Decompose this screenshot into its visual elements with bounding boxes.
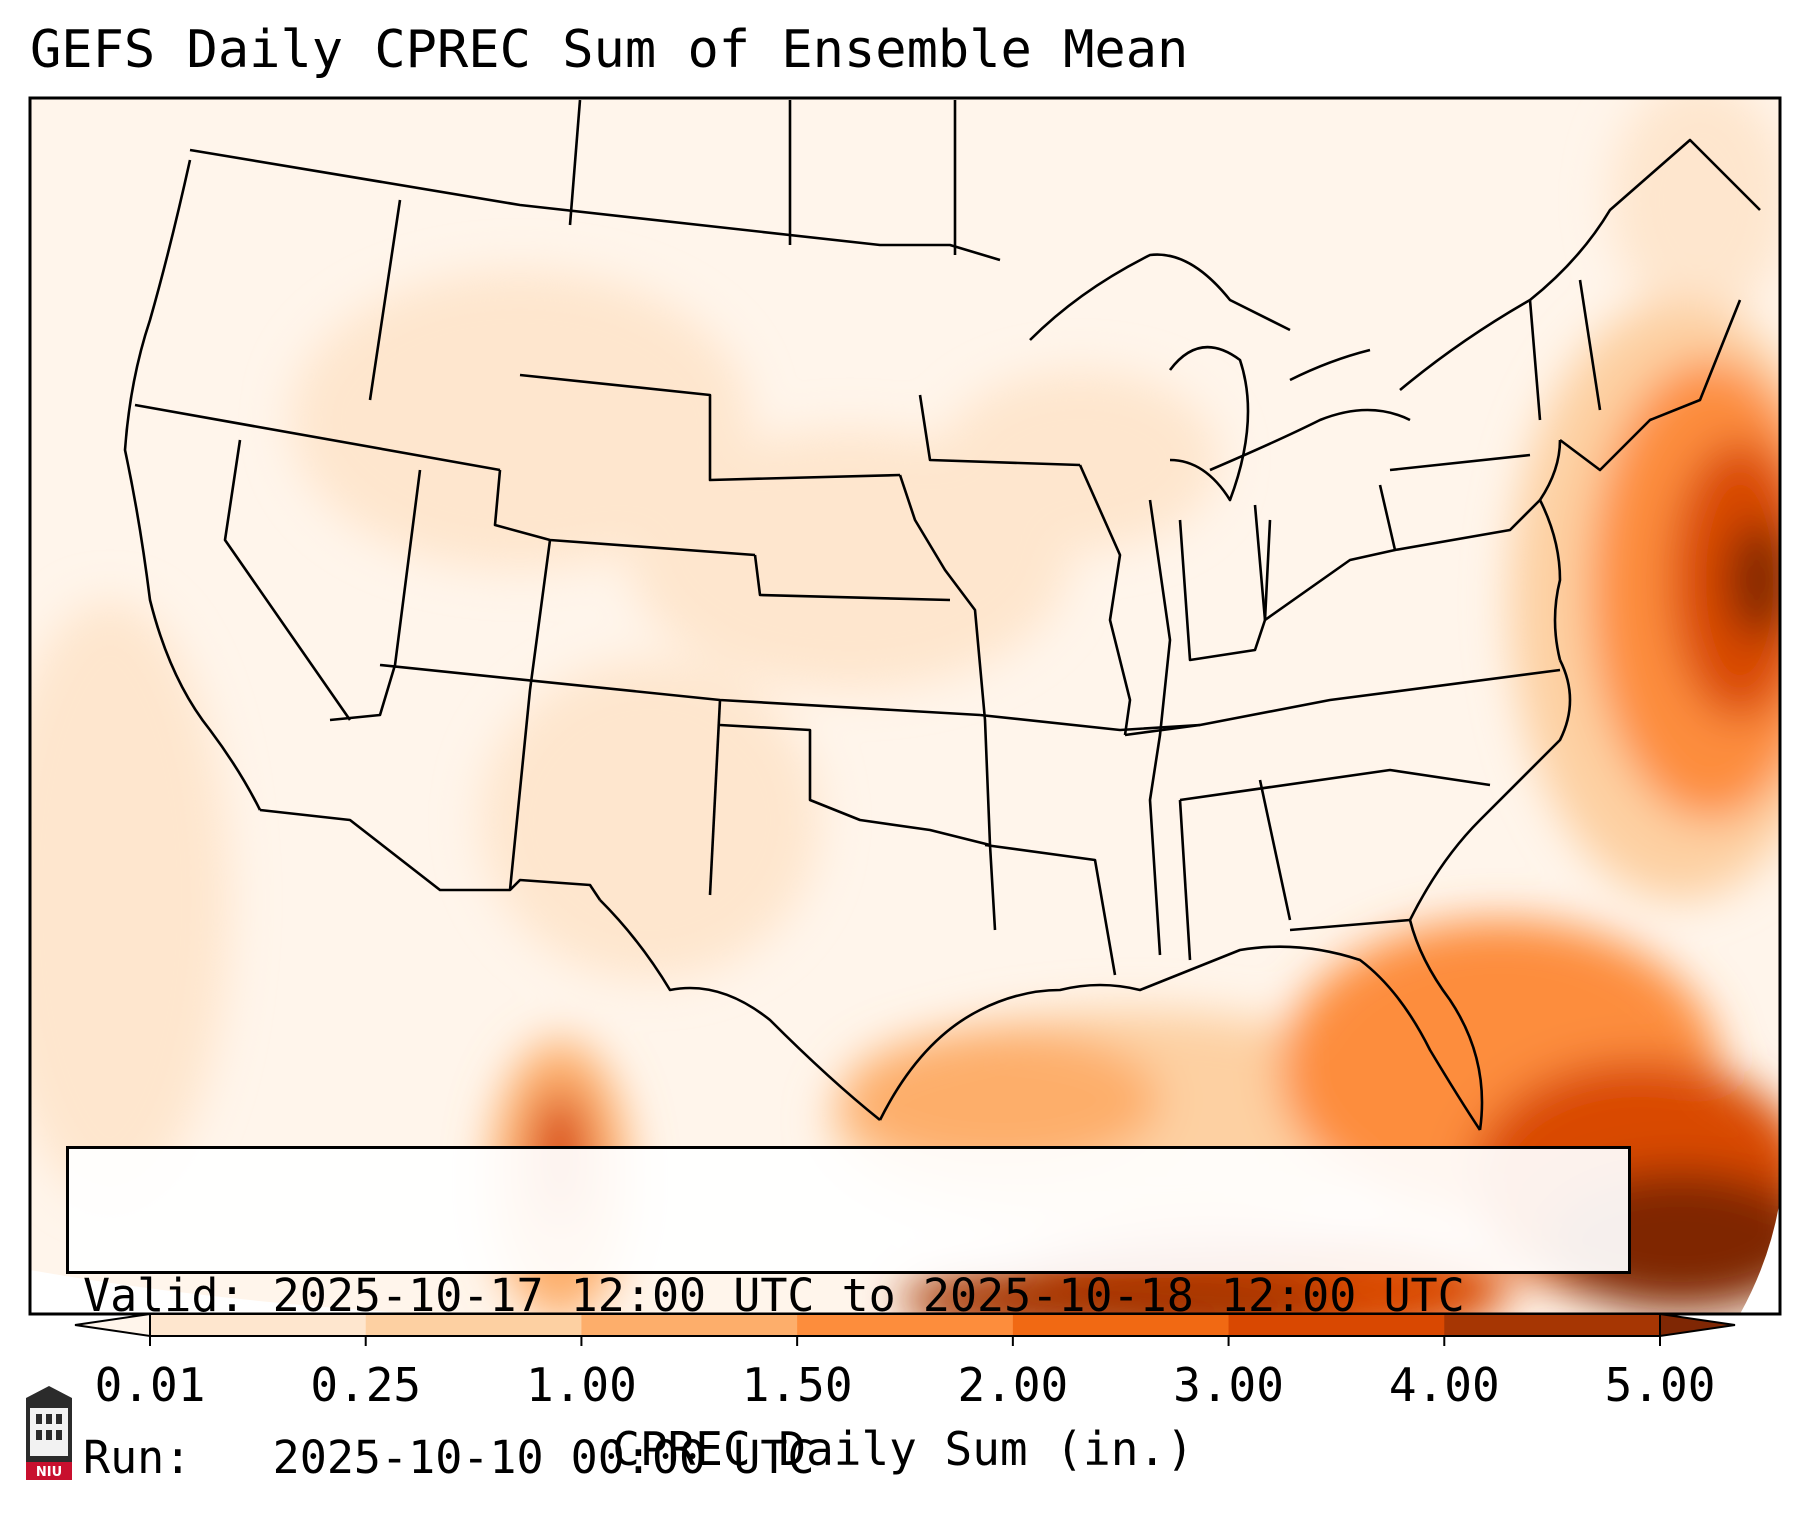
colorbar-segment — [365, 1314, 582, 1336]
colorbar-tick-label: 2.00 — [957, 1358, 1069, 1412]
state-boundaries — [123, 99, 1761, 1131]
colorbar-outline — [149, 1313, 1661, 1337]
colorbar-tick-label: 0.01 — [94, 1358, 206, 1412]
map-title: GEFS Daily CPREC Sum of Ensemble Mean — [30, 20, 1189, 80]
colorbar-tick-label: 5.00 — [1604, 1358, 1716, 1412]
colorbar-segment — [150, 1314, 367, 1336]
colorbar-tick-label: 3.00 — [1173, 1358, 1284, 1412]
valid-run-info-box: Valid: 2025-10-17 12:00 UTC to 2025-10-1… — [66, 1146, 1631, 1484]
colorbar-axis-label: CPREC Daily Sum (in.) — [612, 1422, 1194, 1476]
colorbar-segment — [1228, 1314, 1445, 1336]
logo-text: NIU — [36, 1465, 62, 1480]
colorbar-segment — [1444, 1314, 1661, 1336]
colorbar-tick-label: 1.00 — [526, 1358, 637, 1412]
colorbar-segment — [1012, 1314, 1230, 1336]
colorbar — [74, 1312, 1736, 1346]
colorbar-segment — [797, 1314, 1014, 1336]
colorbar-segment — [581, 1314, 798, 1336]
valid-line: Valid: 2025-10-17 12:00 UTC to 2025-10-1… — [83, 1269, 1614, 1323]
precip-map — [28, 96, 1782, 1346]
university-tower-icon: NIU — [26, 1386, 72, 1480]
run-label: Run: — [83, 1431, 192, 1484]
colorbar-tick-label: 4.00 — [1388, 1358, 1500, 1412]
colorbar-tick-label: 0.25 — [310, 1358, 422, 1412]
valid-label: Valid: — [83, 1269, 246, 1322]
run-line: Run: 2025-10-10 00:00 UTC — [83, 1431, 1614, 1485]
colorbar-extend-high — [1659, 1312, 1736, 1338]
run-value: 2025-10-10 00:00 UTC — [272, 1431, 815, 1484]
colorbar-tick-label: 1.50 — [741, 1358, 853, 1412]
valid-value: 2025-10-17 12:00 UTC to 2025-10-18 12:00… — [272, 1269, 1465, 1322]
